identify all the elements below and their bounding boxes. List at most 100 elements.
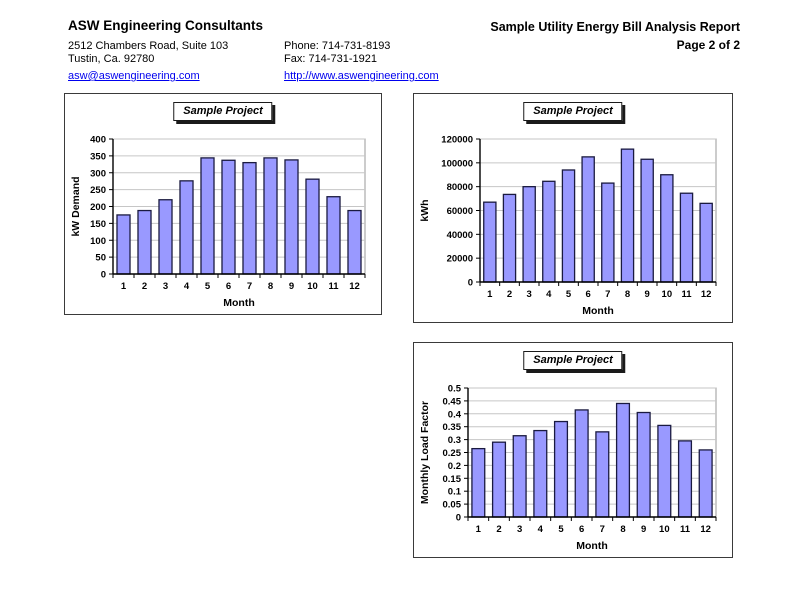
- svg-text:9: 9: [641, 524, 646, 535]
- bar-month-11: [677, 440, 693, 518]
- svg-text:2: 2: [496, 524, 501, 535]
- bar-month-9: [636, 411, 651, 518]
- bar-month-8: [263, 157, 278, 275]
- svg-text:11: 11: [680, 524, 691, 535]
- svg-text:8: 8: [268, 281, 273, 292]
- svg-text:350: 350: [90, 151, 106, 162]
- chart-kwh: Sample Project 0 20000 40000 60000 80000 1000…: [413, 93, 733, 323]
- svg-text:1: 1: [476, 524, 482, 535]
- bar-month-3: [512, 435, 527, 518]
- bar-month-1: [471, 447, 486, 518]
- svg-text:20000: 20000: [447, 254, 473, 265]
- svg-text:7: 7: [605, 289, 610, 300]
- bar-month-9: [640, 158, 654, 283]
- chart-kw-demand: Sample Project 0 50 100 150 200 250 300 350 400 1…: [64, 93, 382, 315]
- bar-month-5: [200, 157, 215, 275]
- svg-text:80000: 80000: [447, 182, 473, 193]
- svg-text:400: 400: [90, 135, 106, 146]
- svg-text:Month: Month: [576, 540, 608, 552]
- svg-text:2: 2: [142, 281, 147, 292]
- svg-text:0.15: 0.15: [443, 474, 462, 485]
- bar-month-4: [533, 429, 548, 518]
- svg-text:5: 5: [205, 281, 211, 292]
- svg-text:7: 7: [247, 281, 252, 292]
- svg-text:120000: 120000: [441, 135, 473, 146]
- bar-month-12: [698, 449, 713, 518]
- svg-text:1: 1: [487, 289, 493, 300]
- svg-text:12: 12: [701, 289, 712, 300]
- svg-text:0.5: 0.5: [448, 384, 462, 395]
- svg-text:60000: 60000: [447, 206, 473, 217]
- svg-text:0.2: 0.2: [448, 461, 461, 472]
- svg-text:8: 8: [625, 289, 630, 300]
- bar-month-5: [553, 420, 569, 518]
- bar-month-4: [542, 180, 556, 283]
- svg-text:0.45: 0.45: [443, 396, 462, 407]
- svg-text:0: 0: [468, 278, 473, 289]
- svg-text:250: 250: [90, 185, 106, 196]
- svg-text:4: 4: [184, 281, 190, 292]
- bar-month-9: [284, 159, 299, 275]
- svg-text:2: 2: [507, 289, 512, 300]
- svg-text:12: 12: [349, 281, 360, 292]
- bar-month-3: [522, 186, 536, 283]
- svg-text:Month: Month: [582, 305, 614, 317]
- bar-month-6: [574, 409, 589, 518]
- website-link[interactable]: http://www.aswengineering.com: [284, 70, 439, 82]
- svg-text:0.25: 0.25: [443, 448, 462, 459]
- svg-text:3: 3: [163, 281, 168, 292]
- bar-month-12: [699, 202, 713, 283]
- svg-text:10: 10: [659, 524, 670, 535]
- bar-month-3: [158, 199, 173, 275]
- svg-text:0: 0: [456, 513, 461, 524]
- svg-text:3: 3: [527, 289, 532, 300]
- chart-load-factor: Sample Project 0 0.05 0.1 0.15 0.2 0.25 0.3 0.3…: [413, 342, 733, 558]
- svg-text:0.3: 0.3: [448, 435, 461, 446]
- phone-number: Phone: 714-731-8193: [284, 40, 391, 52]
- report-title: Sample Utility Energy Bill Analysis Repo…: [490, 20, 740, 34]
- svg-text:10: 10: [307, 281, 318, 292]
- bar-month-10: [657, 424, 672, 518]
- company-name: ASW Engineering Consultants: [68, 18, 264, 33]
- bar-month-7: [242, 161, 257, 275]
- svg-text:Month: Month: [223, 297, 255, 309]
- svg-text:5: 5: [566, 289, 572, 300]
- bar-month-11: [679, 192, 694, 283]
- bar-month-2: [502, 193, 517, 283]
- bar-month-6: [581, 156, 595, 283]
- svg-text:0.35: 0.35: [443, 422, 462, 433]
- bar-month-8: [615, 402, 631, 518]
- svg-text:10: 10: [662, 289, 673, 300]
- bar-month-4: [179, 180, 194, 275]
- load-factor-plot: 00.050.10.150.20.250.30.350.40.450.51 2 3 4…: [419, 384, 717, 552]
- chart-title-kw-demand: Sample Project: [173, 102, 273, 121]
- svg-text:4: 4: [538, 524, 544, 535]
- bar-month-7: [595, 431, 610, 518]
- fax-number: Fax: 714-731-1921: [284, 53, 377, 65]
- svg-text:50: 50: [95, 253, 106, 264]
- bar-month-10: [660, 174, 674, 283]
- svg-text:0: 0: [101, 270, 106, 281]
- bar-month-11: [326, 196, 341, 275]
- svg-text:9: 9: [289, 281, 294, 292]
- page-number: Page 2 of 2: [676, 38, 740, 52]
- bar-month-5: [561, 169, 576, 283]
- address-line-2: Tustin, Ca. 92780: [68, 53, 155, 65]
- svg-text:200: 200: [90, 202, 106, 213]
- svg-text:3: 3: [517, 524, 522, 535]
- email-link[interactable]: asw@aswengineering.com: [68, 70, 200, 82]
- svg-text:8: 8: [620, 524, 625, 535]
- svg-text:0.1: 0.1: [448, 487, 462, 498]
- bar-month-12: [347, 209, 362, 275]
- svg-text:9: 9: [645, 289, 650, 300]
- bar-month-6: [221, 159, 236, 275]
- svg-text:5: 5: [558, 524, 564, 535]
- bar-month-1: [483, 201, 497, 283]
- svg-text:6: 6: [226, 281, 231, 292]
- svg-text:300: 300: [90, 168, 106, 179]
- bar-month-10: [305, 178, 320, 275]
- svg-text:6: 6: [586, 289, 591, 300]
